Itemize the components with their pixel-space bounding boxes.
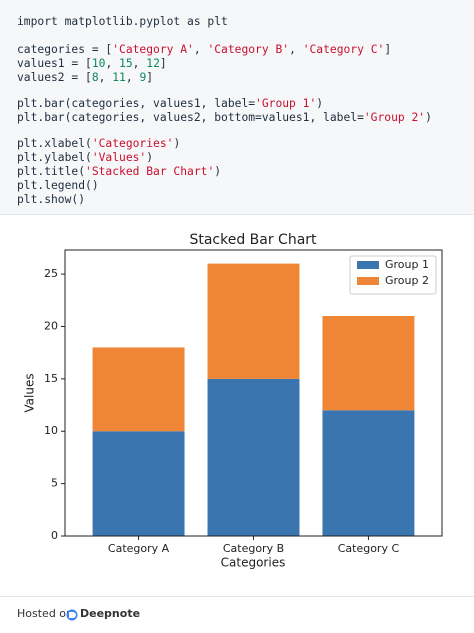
bar-segment xyxy=(322,410,415,536)
bar-segment xyxy=(207,263,300,379)
legend-label: Group 2 xyxy=(385,274,429,287)
x-tick-label: Category A xyxy=(108,542,170,555)
bar-segment xyxy=(322,316,415,411)
y-tick-label: 20 xyxy=(44,319,58,332)
x-tick-label: Category C xyxy=(338,542,400,555)
code-cell: import matplotlib.pyplot as plt categori… xyxy=(0,0,474,215)
code-line: plt.show() xyxy=(17,193,86,206)
y-tick-label: 25 xyxy=(44,267,58,280)
y-tick-label: 10 xyxy=(44,424,58,437)
footer: Hosted on Deepnote xyxy=(0,596,474,633)
bar-segment xyxy=(92,347,185,432)
code-line: plt.legend() xyxy=(17,179,99,192)
chart-title: Stacked Bar Chart xyxy=(189,232,317,248)
footer-brand[interactable]: Deepnote xyxy=(80,607,141,620)
chart: Stacked Bar Chart Categories Values 0 5 10… xyxy=(23,232,443,570)
code-line: plt.title('Stacked Bar Chart') xyxy=(17,165,222,178)
code-line: values1 = [10, 15, 12] xyxy=(17,57,167,70)
legend-label: Group 1 xyxy=(385,258,429,271)
code-line: plt.bar(categories, values2, bottom=valu… xyxy=(17,111,432,124)
footer-text: Hosted on xyxy=(17,607,73,620)
code-line: values2 = [8, 11, 9] xyxy=(17,71,154,84)
code-line: plt.ylabel('Values') xyxy=(17,151,154,164)
legend-swatch xyxy=(357,277,379,285)
bar-segment xyxy=(207,378,300,536)
y-tick-label: 15 xyxy=(44,372,58,385)
x-axis-label: Categories xyxy=(221,556,286,570)
y-tick-label: 0 xyxy=(51,529,58,542)
code-line: plt.xlabel('Categories') xyxy=(17,137,181,150)
bar-segment xyxy=(92,431,185,536)
y-tick-label: 5 xyxy=(51,477,58,490)
axes-frame xyxy=(64,249,443,537)
code-line: plt.bar(categories, values1, label='Grou… xyxy=(17,97,324,110)
y-axis-label: Values xyxy=(23,373,37,412)
logo xyxy=(66,609,78,621)
code-line: import matplotlib.pyplot as plt xyxy=(17,15,228,28)
code-line: categories = ['Category A', 'Category B'… xyxy=(17,43,392,56)
legend-swatch xyxy=(357,261,379,269)
x-tick-label: Category B xyxy=(223,542,284,555)
